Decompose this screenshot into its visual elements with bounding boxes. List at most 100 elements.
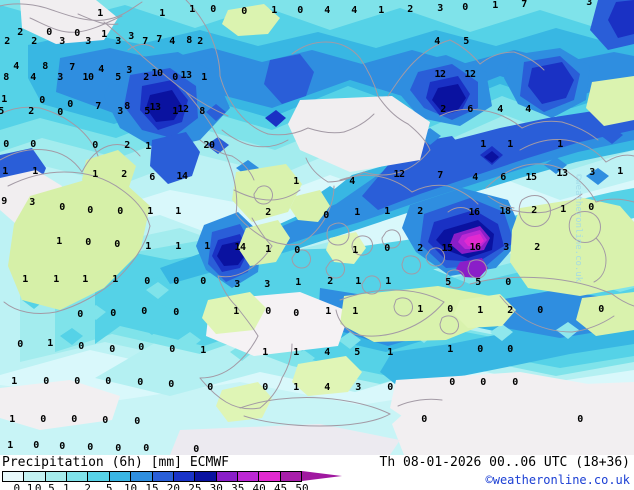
- precip-value-label: 10: [151, 68, 163, 79]
- colorbar-tick-label: 2: [84, 482, 92, 490]
- precip-value-label: 3: [234, 279, 240, 290]
- precip-value-label: 13: [149, 102, 161, 113]
- precip-value-label: 12: [464, 69, 476, 80]
- precip-value-label: 0: [577, 414, 583, 425]
- precip-value-label: 0: [110, 308, 116, 319]
- precip-value-label: 3: [503, 242, 509, 253]
- colorbar-swatch[interactable]: [173, 472, 196, 481]
- precip-value-label: 1: [47, 338, 53, 349]
- precip-value-label: 6: [467, 104, 473, 115]
- precip-value-label: 7: [142, 36, 148, 47]
- colorbar-swatch[interactable]: [152, 472, 174, 481]
- precip-value-label: 1: [293, 382, 299, 393]
- precip-value-label: 0: [297, 5, 303, 16]
- precip-value-label: 0: [141, 306, 147, 317]
- precip-value-label: 1: [82, 274, 88, 285]
- precip-value-label: 4: [13, 61, 19, 72]
- precip-value-label: 20: [203, 140, 215, 151]
- colorbar-swatch[interactable]: [259, 472, 281, 481]
- precip-value-label: 4: [525, 104, 531, 115]
- precip-value-label: 0: [387, 382, 393, 393]
- precip-value-label: 0: [169, 344, 175, 355]
- colorbar-swatches[interactable]: [2, 471, 302, 482]
- precip-value-label: 2: [31, 36, 37, 47]
- precip-value-label: 4: [169, 36, 175, 47]
- colorbar-tick-label: 40: [252, 482, 266, 490]
- precip-value-label: 3: [586, 0, 592, 8]
- precip-value-label: 3: [85, 36, 91, 47]
- precip-value-label: 1: [159, 8, 165, 19]
- precip-value-label: 2: [534, 242, 540, 253]
- precip-value-label: 1: [417, 304, 423, 315]
- precip-value-label: 4: [98, 64, 104, 75]
- precip-value-label: 9: [1, 196, 7, 207]
- precip-value-label: 0: [137, 377, 143, 388]
- precip-value-label: 6: [500, 172, 506, 183]
- precip-value-label: 0: [3, 139, 9, 150]
- precip-value-label: 3: [355, 382, 361, 393]
- precip-value-label: 0: [507, 344, 513, 355]
- precip-value-label: 0: [115, 443, 121, 454]
- colorbar-tick-label: 35: [231, 482, 245, 490]
- precip-value-label: 0: [172, 72, 178, 83]
- precip-value-label: 2: [4, 36, 10, 47]
- colorbar-tick-label: 15: [145, 482, 159, 490]
- precip-value-label: 0: [480, 377, 486, 388]
- precip-value-label: 8: [3, 72, 9, 83]
- colorbar-swatch[interactable]: [24, 472, 46, 481]
- precip-value-label: 1: [2, 166, 8, 177]
- precip-value-label: 1: [11, 376, 17, 387]
- colorbar-swatch[interactable]: [88, 472, 110, 481]
- precip-value-label: 0: [143, 443, 149, 454]
- precip-value-label: 4: [324, 5, 330, 16]
- precip-value-label: 3: [115, 36, 121, 47]
- precip-value-label: 0: [462, 2, 468, 13]
- precip-value-label: 0: [293, 308, 299, 319]
- colorbar-swatch[interactable]: [195, 472, 217, 481]
- colorbar-tick-label: 10: [123, 482, 138, 490]
- run-valid-time: Th 08-01-2026 00..06 UTC (18+36): [379, 455, 630, 470]
- precip-value-label: 13: [180, 70, 192, 81]
- precip-value-label: 4: [434, 36, 440, 47]
- precip-value-label: 1: [557, 139, 563, 150]
- colorbar-swatch[interactable]: [237, 472, 260, 481]
- precip-value-label: 2: [17, 27, 23, 38]
- precip-value-label: 0: [67, 99, 73, 110]
- precip-value-label: 6: [149, 172, 155, 183]
- precip-value-label: 1: [147, 206, 153, 217]
- colorbar-tick-label: 25: [188, 482, 202, 490]
- precip-value-label: 1: [447, 344, 453, 355]
- colorbar-overflow-arrow-icon: [302, 471, 342, 481]
- colorbar-tick-label: 1: [62, 482, 70, 490]
- precip-value-label: 0: [200, 276, 206, 287]
- precipitation-map[interactable]: 1 1 1 0 0 1 0 4 4 1 2 3 0 1 7 3 2 0 0 1 3 7 8 2 2 3 3 3 7 4 2 4 5 4 8 7 4 3 10…: [0, 0, 634, 455]
- precip-value-label: 7: [437, 170, 443, 181]
- colorbar-swatch[interactable]: [3, 472, 25, 481]
- colorbar-tick-label: 50: [295, 482, 309, 490]
- precip-value-label: 1: [492, 0, 498, 11]
- precip-value-label: 1: [97, 8, 103, 19]
- colorbar[interactable]: 0.1 0.5 1 2 5 10 15 20 25 30 35 40 45 50: [2, 471, 342, 490]
- colorbar-swatch[interactable]: [45, 472, 68, 481]
- colorbar-swatch[interactable]: [216, 472, 238, 481]
- precip-value-label: 3: [59, 36, 65, 47]
- precip-value-label: 0: [40, 414, 46, 425]
- watermark-vertical: ©weatheronline.co.uk: [572, 173, 583, 282]
- precip-value-label: 0: [57, 107, 63, 118]
- precip-value-label: 3: [29, 197, 35, 208]
- precip-value-label: 2: [143, 72, 149, 83]
- precip-value-label: 0: [46, 27, 52, 38]
- precip-value-label: 0: [117, 206, 123, 217]
- map-raster: [0, 0, 634, 455]
- colorbar-swatch[interactable]: [109, 472, 132, 481]
- product-title: Precipitation (6h) [mm] ECMWF: [2, 455, 229, 470]
- colorbar-swatch[interactable]: [131, 472, 153, 481]
- colorbar-swatch[interactable]: [67, 472, 89, 481]
- colorbar-swatch[interactable]: [280, 472, 302, 481]
- precip-value-label: 8: [124, 101, 130, 112]
- precip-value-label: 16: [469, 242, 481, 253]
- precip-value-label: 0: [85, 237, 91, 248]
- precip-value-label: 2: [507, 305, 513, 316]
- precip-value-label: 1: [295, 277, 301, 288]
